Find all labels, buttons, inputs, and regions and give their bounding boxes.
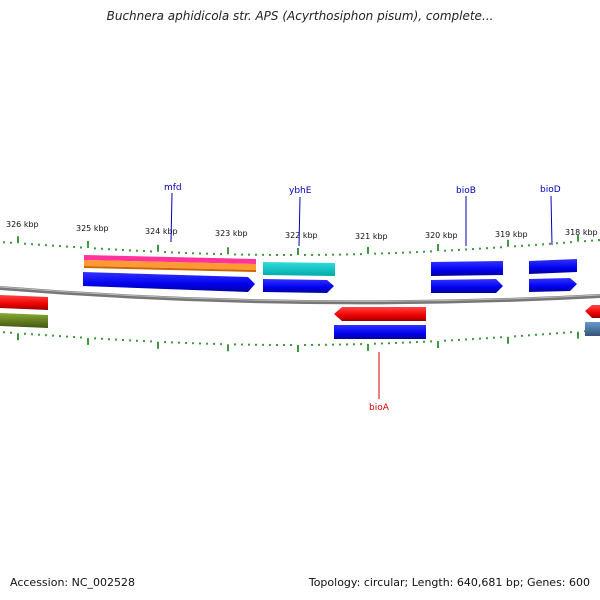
leader-line-bioD — [550, 195, 553, 246]
gene-label-bioA[interactable]: bioA — [369, 403, 390, 413]
tick-label: 325 kbp — [76, 224, 109, 233]
feature-ybhE-misc[interactable] — [263, 262, 335, 276]
tick-label: 320 kbp — [425, 231, 458, 240]
feature-bioD-gene[interactable] — [529, 259, 577, 274]
tick-label: 324 kbp — [145, 227, 178, 236]
feature-right-steel[interactable] — [585, 322, 600, 336]
feature-left-red[interactable] — [0, 295, 48, 310]
map-title: Buchnera aphidicola str. APS (Acyrthosip… — [106, 9, 494, 23]
tick-label: 322 kbp — [285, 231, 318, 240]
feature-bioB-cds[interactable] — [431, 279, 503, 293]
gene-label-bioB[interactable]: bioB — [456, 186, 476, 196]
feature-left-olive[interactable] — [0, 313, 48, 328]
outer-tick-ring — [3, 234, 600, 257]
feature-mfd-misc[interactable] — [84, 255, 256, 272]
feature-right-red[interactable] — [585, 305, 600, 318]
tick-label: 319 kbp — [495, 230, 528, 239]
feature-bioB-gene[interactable] — [431, 261, 503, 276]
leader-line-ybhE — [298, 196, 301, 247]
genome-summary-text: Topology: circular; Length: 640,681 bp; … — [308, 576, 590, 589]
accession-text: Accession: NC_002528 — [10, 576, 136, 589]
feature-ybhE-cds[interactable] — [263, 279, 334, 293]
tick-label: 321 kbp — [355, 232, 388, 241]
leader-line-mfd — [170, 192, 173, 243]
tick-label: 323 kbp — [215, 229, 248, 238]
feature-bioD-cds[interactable] — [529, 278, 577, 292]
feature-bioA-gene[interactable] — [334, 307, 426, 321]
genome-backbone-highlight — [0, 286, 600, 302]
feature-mfd-cds[interactable] — [83, 272, 255, 292]
feature-bioA-cds[interactable] — [334, 325, 426, 339]
inner-tick-ring — [3, 329, 600, 353]
gene-label-mfd[interactable]: mfd — [164, 183, 182, 193]
tick-label: 326 kbp — [6, 220, 39, 229]
gene-label-bioD[interactable]: bioD — [540, 185, 561, 195]
gene-label-ybhE[interactable]: ybhE — [289, 186, 312, 196]
tick-label: 318 kbp — [565, 228, 598, 237]
genome-backbone — [0, 286, 600, 305]
